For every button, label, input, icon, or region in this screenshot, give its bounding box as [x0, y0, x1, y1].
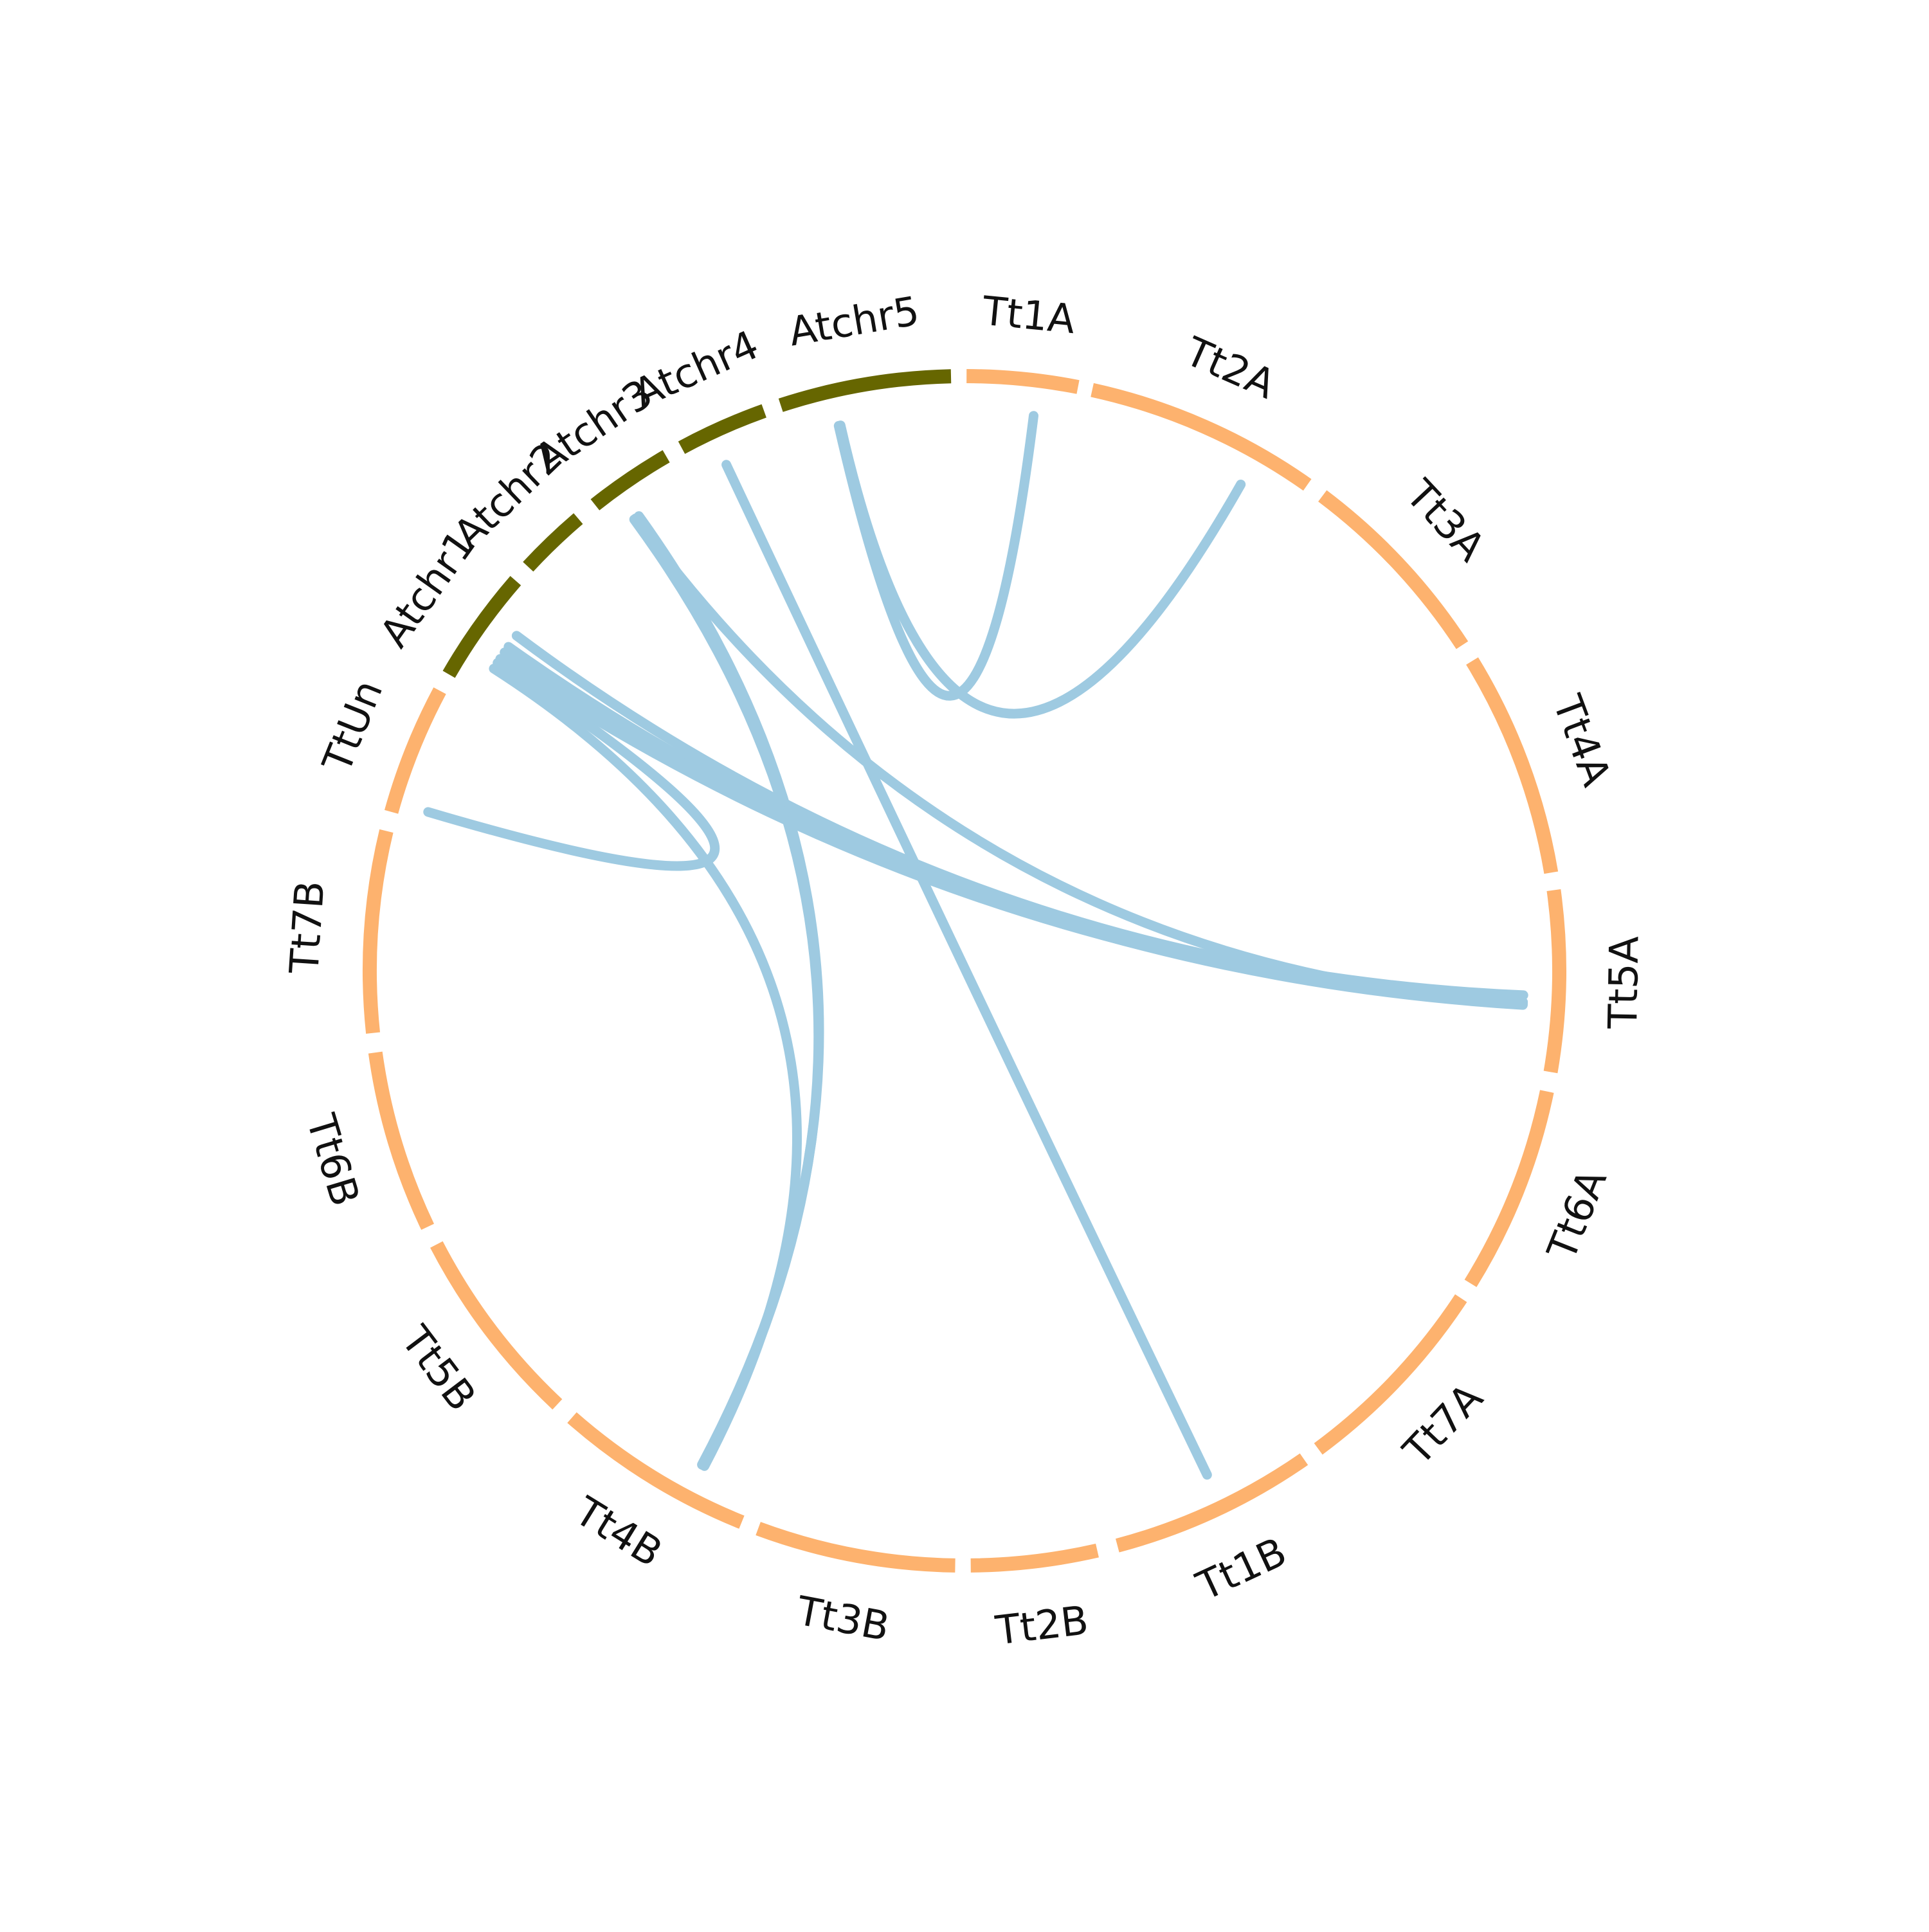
segment-label-tt7b: Tt7B — [280, 880, 333, 976]
segment-tt2b — [970, 1543, 1099, 1573]
segment-label-tt7a: Tt7A — [1393, 1374, 1492, 1474]
segment-atchr5 — [778, 369, 952, 412]
segment-label-ttun: TtUn — [313, 674, 392, 779]
segment-tt3a — [1318, 490, 1469, 649]
segment-atchr3 — [590, 450, 670, 510]
segment-label-tt5a: Tt5A — [1599, 935, 1648, 1029]
segment-tt4b — [567, 1412, 745, 1529]
segment-tt4a — [1466, 657, 1559, 874]
link-9 — [503, 642, 1528, 1009]
segment-tt5a — [1543, 889, 1566, 1074]
link-4 — [423, 658, 720, 871]
link-12 — [489, 664, 802, 1471]
segment-tt7b — [363, 829, 394, 1034]
segment-label-tt6b: Tt6B — [297, 1108, 369, 1211]
segment-label-tt2a: Tt2A — [1178, 327, 1282, 408]
segment-tt3b — [756, 1522, 955, 1573]
segment-atchr4 — [678, 404, 766, 454]
link-11 — [495, 654, 1528, 1007]
segment-label-tt5b: Tt5B — [392, 1317, 485, 1420]
segment-label-atchr4: Atchr4 — [626, 321, 765, 417]
segment-label-tt3a: Tt3A — [1397, 470, 1494, 570]
segment-atchr2 — [523, 513, 583, 572]
segment-tt1b — [1115, 1453, 1309, 1553]
segment-tt5b — [430, 1241, 563, 1410]
link-3 — [721, 460, 1212, 1480]
segment-tt1a — [966, 369, 1080, 394]
segment-tt6b — [368, 1051, 435, 1230]
link-8 — [511, 631, 1528, 1000]
segment-label-tt3b: Tt3B — [793, 1587, 893, 1650]
segment-tt6a — [1464, 1090, 1554, 1287]
link-7 — [634, 511, 824, 1470]
segment-atchr1 — [442, 575, 521, 678]
segment-label-tt4b: Tt4B — [566, 1487, 671, 1576]
segment-tt2a — [1091, 383, 1312, 491]
segment-label-tt6a: Tt6A — [1537, 1163, 1615, 1267]
segment-label-atchr5: Atchr5 — [786, 287, 923, 356]
segment-label-tt1a: Tt1A — [980, 287, 1077, 343]
link-2 — [835, 420, 1246, 719]
segment-ttun — [385, 687, 446, 814]
segment-label-tt2b: Tt2B — [993, 1596, 1091, 1654]
segment-label-tt1b: Tt1B — [1189, 1528, 1293, 1610]
segment-tt7a — [1314, 1294, 1467, 1455]
segment-label-tt4a: Tt4A — [1544, 689, 1620, 792]
link-10 — [500, 647, 1528, 1010]
link-1 — [833, 411, 1038, 701]
